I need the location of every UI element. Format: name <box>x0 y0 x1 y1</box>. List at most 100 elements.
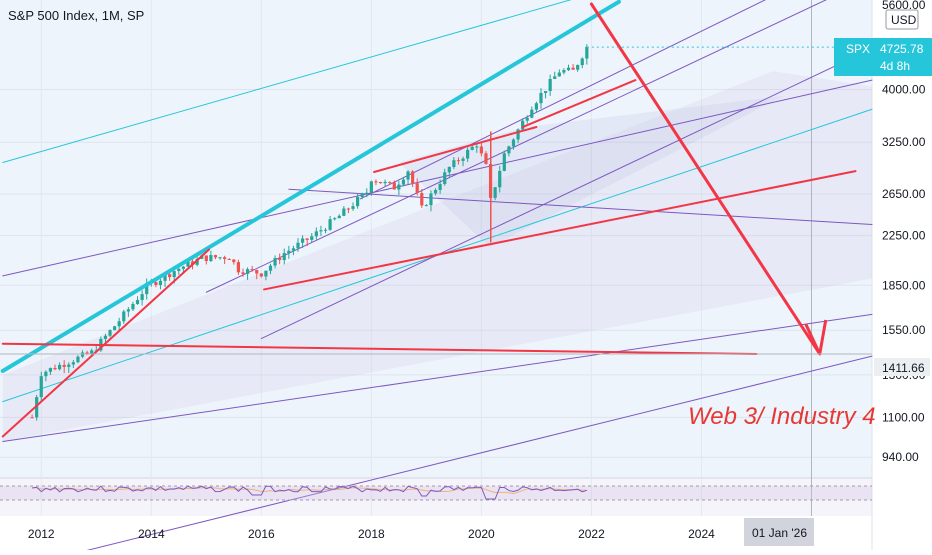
candle-body <box>516 129 520 140</box>
candle-body <box>438 183 442 190</box>
candle-body <box>360 193 364 198</box>
candle-body <box>76 356 80 363</box>
candle-body <box>259 273 263 277</box>
trendline-cyan-thick[interactable] <box>0 0 621 374</box>
symbol-title: S&P 500 Index, 1M, SP <box>8 8 144 23</box>
candle-body <box>585 46 589 59</box>
candle-body <box>85 352 89 354</box>
candle-body <box>502 153 506 171</box>
candle-body <box>374 181 378 183</box>
candle-body <box>470 146 474 150</box>
trendline-red-upper[interactable] <box>521 79 637 129</box>
channel-layer[interactable] <box>2 0 873 555</box>
candle-body <box>411 171 415 184</box>
candle-body <box>209 255 213 261</box>
candle-body <box>406 171 410 180</box>
channel-line-cyan-thin[interactable] <box>2 0 872 164</box>
candle-body <box>539 92 543 104</box>
price-tick-label: 1550.00 <box>882 323 926 337</box>
candle-body <box>245 269 250 274</box>
candle-body <box>580 58 584 66</box>
price-tick-label: 2250.00 <box>882 229 926 243</box>
channel-line-purple-bottom[interactable] <box>3 355 873 555</box>
candle-body <box>566 67 571 71</box>
trendline-red-mid[interactable] <box>373 126 538 174</box>
candle-body <box>305 238 309 240</box>
level-tag-bg <box>874 358 930 376</box>
candle-body <box>67 364 71 367</box>
candle-body <box>177 268 181 272</box>
horizontal-support-red[interactable] <box>1 342 758 355</box>
candle-body <box>62 364 66 367</box>
price-tag-ticker: SPX <box>846 42 870 56</box>
candle-body <box>576 65 580 70</box>
price-tick-label: 3250.00 <box>882 135 926 149</box>
candle-body <box>122 311 126 322</box>
price-tag-bg <box>834 38 932 76</box>
candle-body <box>548 78 552 92</box>
candle-body <box>181 266 185 269</box>
candle-body <box>447 166 451 173</box>
price-tick-label: 1850.00 <box>882 278 926 292</box>
candle-body <box>337 215 341 219</box>
channel-fill <box>2 71 872 442</box>
rsi-layer <box>0 485 872 501</box>
price-tag-countdown: 4d 8h <box>880 59 910 73</box>
candle-body <box>433 189 438 194</box>
candle-body <box>466 149 470 159</box>
candle-body <box>365 192 369 194</box>
candle-body <box>525 117 529 121</box>
candle-body <box>296 242 300 249</box>
main-pane-bg <box>0 0 872 478</box>
channel-line-flat[interactable] <box>288 188 873 226</box>
pitchfork-lower[interactable] <box>260 47 873 340</box>
candle-body <box>511 139 516 147</box>
candle-body <box>479 146 483 154</box>
candle-body <box>351 206 355 209</box>
candle-body <box>172 271 176 278</box>
candle-body <box>534 103 539 110</box>
pitchfork-median[interactable] <box>205 0 872 293</box>
channel-line-purple[interactable] <box>2 79 873 277</box>
candle-body <box>493 187 497 198</box>
pitchfork-upper[interactable] <box>359 0 872 200</box>
candle-body <box>310 236 314 240</box>
time-tick-label: 2020 <box>468 527 495 541</box>
candle-body <box>291 248 296 251</box>
candle-body <box>323 229 328 231</box>
candle-body <box>369 181 373 193</box>
time-cursor-bg <box>744 518 814 546</box>
trendline-red-lower[interactable] <box>263 170 857 291</box>
candle-body <box>218 257 222 259</box>
projection-arrow[interactable] <box>589 2 822 356</box>
arrow-head-right <box>818 319 828 355</box>
candle-body <box>378 181 383 184</box>
candle-body <box>135 299 140 305</box>
candle-body <box>461 158 465 161</box>
currency-badge[interactable] <box>885 9 919 30</box>
candle-layer <box>30 44 589 421</box>
rsi-pane-bg <box>0 478 872 516</box>
candle-body <box>543 91 548 93</box>
candle-body <box>255 270 259 274</box>
candle-body <box>108 330 112 336</box>
candle-body <box>168 274 172 278</box>
candle-body <box>342 208 346 216</box>
candle-body <box>507 146 511 154</box>
price-axis-top-label: 5600.00 <box>882 0 926 12</box>
candle-body <box>71 362 75 365</box>
candle-body <box>319 230 323 232</box>
time-cursor-label: 01 Jan '26 <box>752 526 807 540</box>
channel-line-purple-lower[interactable] <box>2 313 873 443</box>
candle-body <box>314 231 318 237</box>
candle-body <box>113 326 117 331</box>
time-tick-label: 2022 <box>578 527 605 541</box>
trendline-red-2012[interactable] <box>1 248 211 438</box>
candle-body <box>154 282 158 285</box>
candle-body <box>557 72 561 77</box>
drawing-layer[interactable] <box>0 0 872 438</box>
candle-body <box>80 352 85 357</box>
candle-body <box>195 258 199 265</box>
